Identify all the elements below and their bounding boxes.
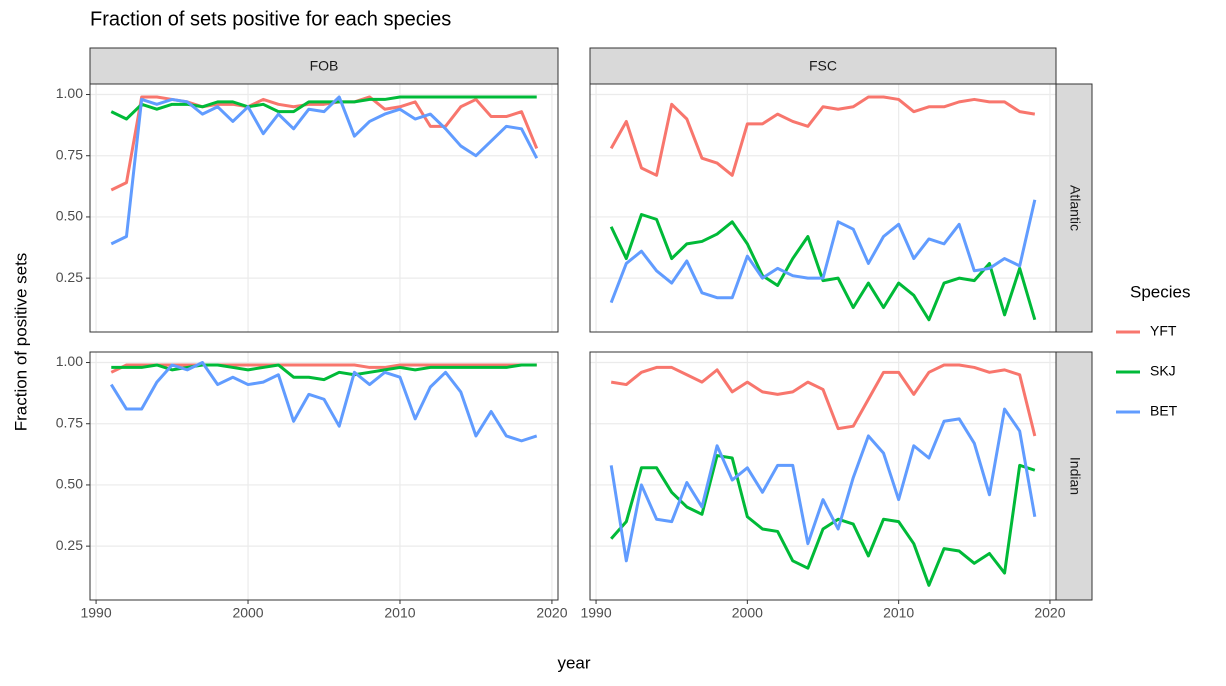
- y-tick-label: 0.50: [56, 476, 83, 492]
- strip-background: [1055, 83, 1093, 333]
- data-line: [109, 361, 538, 443]
- data-line: [609, 407, 1037, 563]
- x-tick-label: 2010: [384, 605, 415, 621]
- legend-label: SKJ: [1150, 363, 1176, 379]
- x-tick-label: 2020: [1034, 605, 1065, 621]
- data-line: [110, 95, 537, 121]
- panel-background: [590, 84, 1056, 332]
- y-tick-label: 0.25: [56, 269, 83, 285]
- strip-background: [89, 47, 559, 85]
- x-axis-title: year: [557, 653, 590, 672]
- data-line: [610, 454, 1036, 587]
- data-line: [609, 212, 1037, 322]
- x-tick-label: 2000: [232, 605, 263, 621]
- panel-border: [89, 83, 559, 333]
- data-line: [609, 95, 1036, 177]
- x-tick-label: 1990: [580, 605, 611, 621]
- y-tick-label: 0.25: [56, 537, 83, 553]
- y-axis-title: Fraction of positive sets: [11, 253, 30, 432]
- data-line: [110, 95, 539, 246]
- strip-label: FOB: [310, 58, 339, 74]
- legend-title: Species: [1130, 282, 1190, 301]
- x-tick-label: 2010: [883, 605, 914, 621]
- data-line: [110, 363, 537, 374]
- strip-label: FSC: [809, 58, 837, 74]
- panel-background: [90, 352, 558, 600]
- data-line: [610, 363, 1037, 437]
- y-tick-label: 0.50: [56, 208, 83, 224]
- strip-label: Atlantic: [1067, 185, 1083, 231]
- y-tick-label: 0.75: [56, 414, 83, 430]
- data-line: [609, 199, 1037, 304]
- legend-label: BET: [1150, 403, 1178, 419]
- y-tick-label: 1.00: [56, 85, 83, 101]
- legend-label: YFT: [1150, 323, 1177, 339]
- panel-border: [589, 83, 1057, 333]
- strip-label: Indian: [1067, 457, 1083, 495]
- x-tick-label: 1990: [80, 605, 111, 621]
- y-tick-label: 1.00: [56, 353, 83, 369]
- panel-border: [89, 351, 559, 601]
- strip-background: [589, 47, 1057, 85]
- chart-title: Fraction of sets positive for each speci…: [90, 8, 451, 30]
- x-tick-label: 2000: [732, 605, 763, 621]
- y-tick-label: 0.75: [56, 146, 83, 162]
- panel-border: [589, 351, 1057, 601]
- panel-background: [90, 84, 558, 332]
- strip-background: [1055, 351, 1093, 601]
- x-tick-label: 2020: [536, 605, 567, 621]
